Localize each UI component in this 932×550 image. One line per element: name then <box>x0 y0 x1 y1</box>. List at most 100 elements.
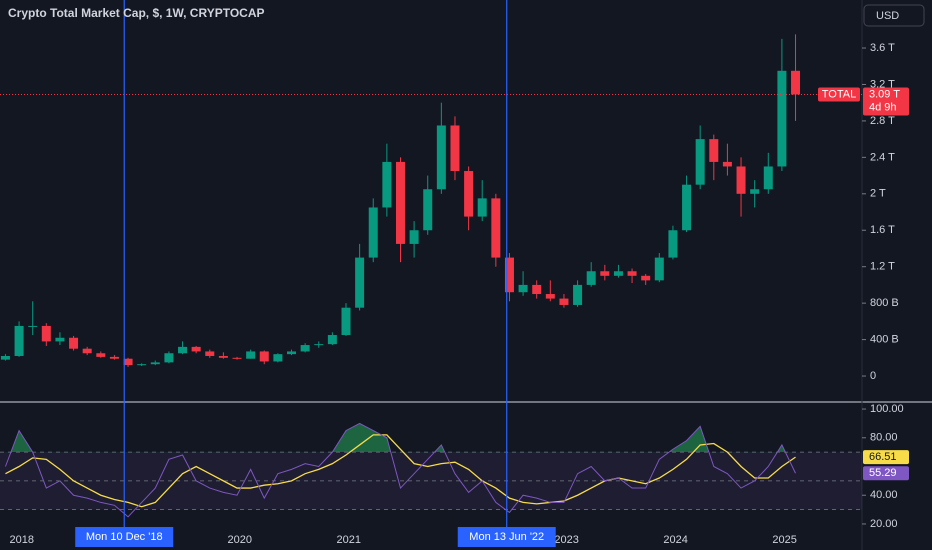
candle-body <box>709 139 719 162</box>
value-tag-label: 66.51 <box>869 451 897 463</box>
x-tick-label: 2025 <box>772 534 796 546</box>
candle-body <box>69 337 79 349</box>
candle-body <box>191 346 201 352</box>
candle-body <box>287 351 297 355</box>
value-tag-label: 55.29 <box>869 467 897 479</box>
candle-body <box>341 307 351 336</box>
chart-title: Crypto Total Market Cap, $, 1W, CRYPTOCA… <box>8 6 265 20</box>
y-tick-label: 0 <box>870 370 876 382</box>
candle-body <box>450 125 460 172</box>
candle-body <box>545 294 555 299</box>
candle-body <box>150 362 160 365</box>
y-tick-label: 20.00 <box>870 518 898 530</box>
x-tick-label: 2024 <box>663 534 687 546</box>
candle-body <box>627 271 637 276</box>
x-tick-label: 2023 <box>554 534 578 546</box>
currency-label[interactable]: USD <box>876 10 899 22</box>
candle-body <box>763 166 773 190</box>
countdown-label: 4d 9h <box>869 101 897 113</box>
candle-body <box>246 351 256 359</box>
candle-body <box>436 125 446 190</box>
candle-body <box>586 271 596 285</box>
crosshair-tag <box>457 527 556 547</box>
x-tick-label: 2020 <box>228 534 252 546</box>
crosshair-label: Mon 10 Dec '18 <box>86 531 163 543</box>
price-tag <box>863 87 909 116</box>
y-tick-label: 2.8 T <box>870 115 895 127</box>
x-tick-label: 2018 <box>10 534 34 546</box>
currency-button[interactable] <box>863 4 925 27</box>
candle-body <box>722 161 732 167</box>
candle-body <box>28 325 38 327</box>
candle-body <box>137 364 147 366</box>
y-tick-label: 2.4 T <box>870 151 895 163</box>
candle-body <box>0 355 10 360</box>
candle-body <box>368 207 378 258</box>
y-tick-label: 2 T <box>870 188 886 200</box>
y-tick-label: 80.00 <box>870 432 898 444</box>
candle-body <box>178 346 188 354</box>
candle-body <box>41 325 51 342</box>
candle-body <box>82 348 92 354</box>
candle-body <box>518 284 528 293</box>
candle-body <box>232 357 242 359</box>
candle-body <box>55 337 65 342</box>
candle-body <box>695 139 705 185</box>
candle-body <box>573 284 583 305</box>
symbol-tag <box>818 87 860 102</box>
y-tick-label: 1.6 T <box>870 224 895 236</box>
candle-body <box>300 345 310 352</box>
series-line <box>5 434 796 508</box>
candle-body <box>654 257 664 281</box>
candle-body <box>96 353 106 357</box>
candle-body <box>736 166 746 194</box>
candle-body <box>641 275 651 281</box>
y-tick-label: 3.2 T <box>870 78 895 90</box>
y-tick-label: 400 B <box>870 333 899 345</box>
crosshair-label: Mon 13 Jun '22 <box>469 531 544 543</box>
candle-body <box>123 358 133 366</box>
candle-body <box>273 354 283 362</box>
candle-body <box>14 325 24 356</box>
y-tick-label: 100.00 <box>870 403 904 415</box>
candle-body <box>259 351 269 362</box>
candle-body <box>613 271 623 276</box>
candle-body <box>532 284 542 295</box>
symbol-tag-label: TOTAL <box>822 88 856 100</box>
series-line <box>4 422 796 518</box>
candle-body <box>750 189 760 194</box>
candle-body <box>464 171 474 217</box>
candle-body <box>668 230 678 258</box>
candle-body <box>109 356 119 359</box>
crosshair-tag <box>75 527 174 547</box>
candle-body <box>205 351 215 356</box>
price-tag-label: 3.09 T <box>869 88 900 100</box>
candle-body <box>600 271 610 276</box>
candle-body <box>682 184 692 231</box>
value-tag <box>863 466 909 481</box>
candle-body <box>164 353 174 363</box>
candle-body <box>409 230 419 244</box>
candle-body <box>504 257 514 293</box>
candle-body <box>559 298 569 305</box>
candle-body <box>355 257 365 308</box>
candle-body <box>314 344 324 346</box>
candle-body <box>327 335 337 345</box>
y-tick-label: 800 B <box>870 297 899 309</box>
candle-body <box>777 70 787 167</box>
y-tick-label: 1.2 T <box>870 261 895 273</box>
candle-body <box>218 355 228 358</box>
candle-body <box>477 198 487 217</box>
candle-body <box>491 198 501 258</box>
value-tag <box>863 450 909 465</box>
x-tick-label: 2021 <box>336 534 360 546</box>
candle-body <box>423 189 433 231</box>
candle-body <box>382 161 392 208</box>
candle-body <box>395 161 405 244</box>
candle-body <box>791 70 801 95</box>
y-tick-label: 3.6 T <box>870 42 895 54</box>
y-tick-label: 40.00 <box>870 489 898 501</box>
